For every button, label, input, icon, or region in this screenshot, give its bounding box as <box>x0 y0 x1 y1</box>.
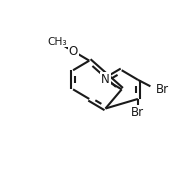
Text: Br: Br <box>156 83 169 96</box>
Text: CH₃: CH₃ <box>47 36 67 47</box>
Text: O: O <box>68 45 78 58</box>
Text: N: N <box>101 73 110 86</box>
Text: Br: Br <box>131 106 144 119</box>
